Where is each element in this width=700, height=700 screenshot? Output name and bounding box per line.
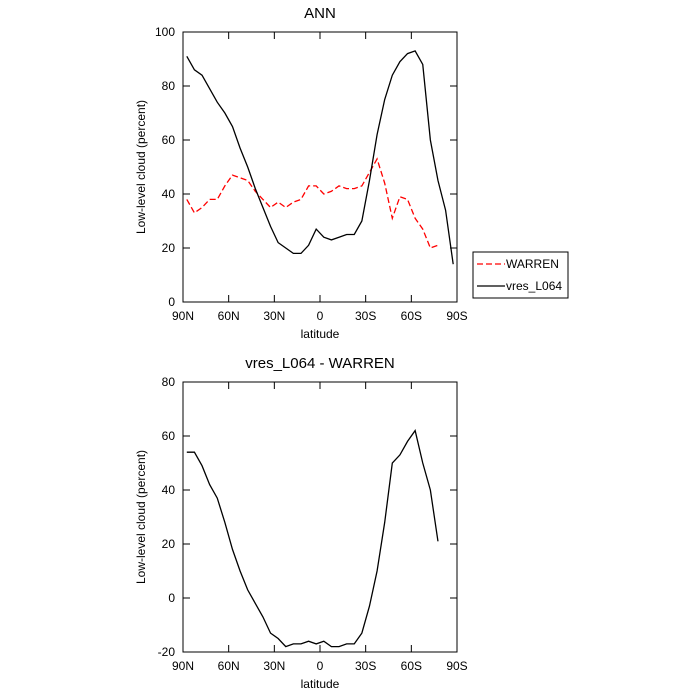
y-tick-label: 0 xyxy=(168,591,175,605)
y-tick-label: 80 xyxy=(162,375,176,389)
data-line xyxy=(186,50,454,265)
y-axis-label: Low-level cloud (percent) xyxy=(134,100,148,234)
x-axis-label: latitude xyxy=(301,327,340,341)
y-tick-label: -20 xyxy=(158,645,176,659)
y-axis-label: Low-level cloud (percent) xyxy=(134,450,148,584)
x-tick-label: 90S xyxy=(446,659,467,673)
x-tick-label: 90N xyxy=(172,309,194,323)
y-tick-label: 40 xyxy=(162,483,176,497)
chart-title: ANN xyxy=(304,5,336,22)
data-line xyxy=(186,157,439,249)
x-tick-label: 0 xyxy=(317,659,324,673)
x-axis-label: latitude xyxy=(301,677,340,691)
plot-frame xyxy=(182,31,458,303)
legend-label: vres_L064 xyxy=(506,279,562,293)
x-tick-label: 60S xyxy=(401,659,422,673)
x-tick-label: 90N xyxy=(172,659,194,673)
y-tick-label: 80 xyxy=(162,79,176,93)
data-line xyxy=(186,429,439,648)
legend-label: WARREN xyxy=(506,257,559,271)
legend-box xyxy=(472,251,569,299)
y-tick-label: 40 xyxy=(162,187,176,201)
y-tick-label: 60 xyxy=(162,429,176,443)
chart-title: vres_L064 - WARREN xyxy=(245,355,395,372)
plot-frame xyxy=(182,381,458,653)
x-tick-label: 30S xyxy=(355,309,376,323)
y-tick-label: 0 xyxy=(168,295,175,309)
x-tick-label: 30N xyxy=(263,659,285,673)
x-tick-label: 60N xyxy=(218,659,240,673)
y-tick-label: 100 xyxy=(155,25,175,39)
x-tick-label: 60S xyxy=(401,309,422,323)
x-tick-label: 0 xyxy=(317,309,324,323)
x-tick-label: 30N xyxy=(263,309,285,323)
x-tick-label: 90S xyxy=(446,309,467,323)
y-tick-label: 20 xyxy=(162,537,176,551)
y-tick-label: 20 xyxy=(162,241,176,255)
y-tick-label: 60 xyxy=(162,133,176,147)
x-tick-label: 60N xyxy=(218,309,240,323)
x-tick-label: 30S xyxy=(355,659,376,673)
